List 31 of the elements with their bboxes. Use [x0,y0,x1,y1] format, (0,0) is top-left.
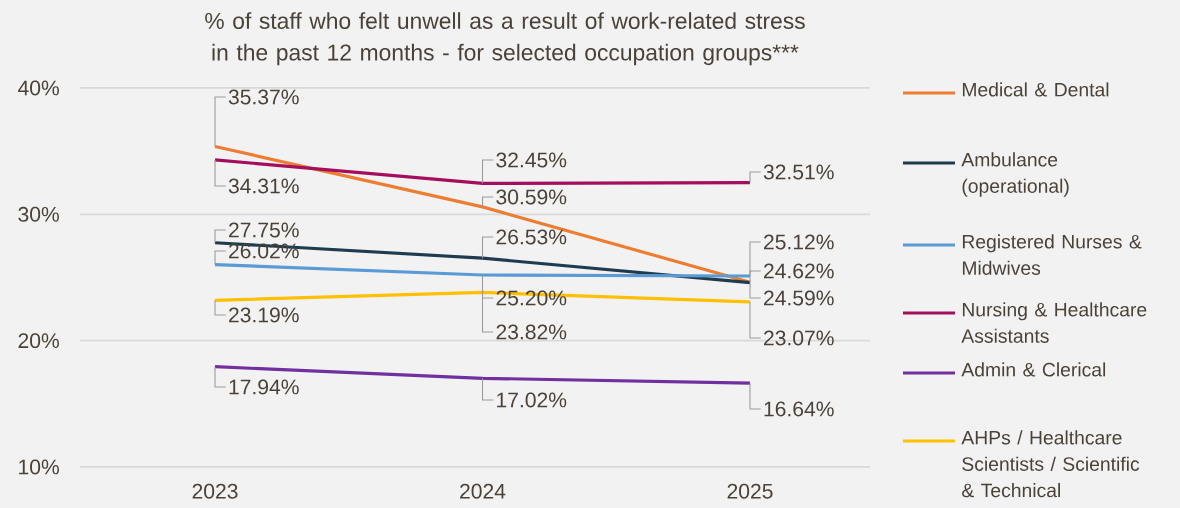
data-label: 34.31% [228,178,299,194]
x-tick-label: 2024 [460,483,506,499]
data-label: 27.75% [229,222,299,238]
data-label: 23.82% [496,324,567,340]
y-tick-label: 10% [19,459,59,475]
data-label: 35.37% [228,89,299,105]
data-label: 23.07% [764,330,834,346]
data-label: 26.02% [229,243,299,259]
data-label: 24.59% [764,290,834,306]
legend-label: Medical & Dental [962,82,1109,97]
y-tick-label: 40% [18,80,59,96]
data-label: 16.64% [764,401,834,417]
x-tick-label: 2025 [727,483,773,499]
legend-label: Ambulance (operational) [961,152,1069,197]
legend-label: Nursing & Healthcare Assistants [961,302,1147,343]
chart-title: % of staff who felt unwell as a result of work-related stress in the past 12 months - for selected occupation groups*** [205,12,805,66]
data-label: 17.02% [497,392,567,408]
y-tick-label: 20% [18,333,59,349]
data-label: 24.62% [764,263,834,279]
data-label: 25.12% [764,234,834,250]
data-label: 32.45% [496,152,567,168]
legend-label: AHPs / Healthcare Scientists / Scientific & Technical [961,430,1140,498]
data-label: 32.51% [763,164,834,180]
x-tick-label: 2023 [192,483,238,499]
y-tick-label: 30% [18,206,59,222]
legend-label: Admin & Clerical [961,362,1106,377]
data-label: 26.53% [496,229,567,245]
data-label: 30.59% [496,189,567,205]
data-label: 17.94% [229,379,299,395]
legend-label: Registered Nurses & Midwives [962,234,1142,275]
data-label: 23.19% [229,307,299,323]
